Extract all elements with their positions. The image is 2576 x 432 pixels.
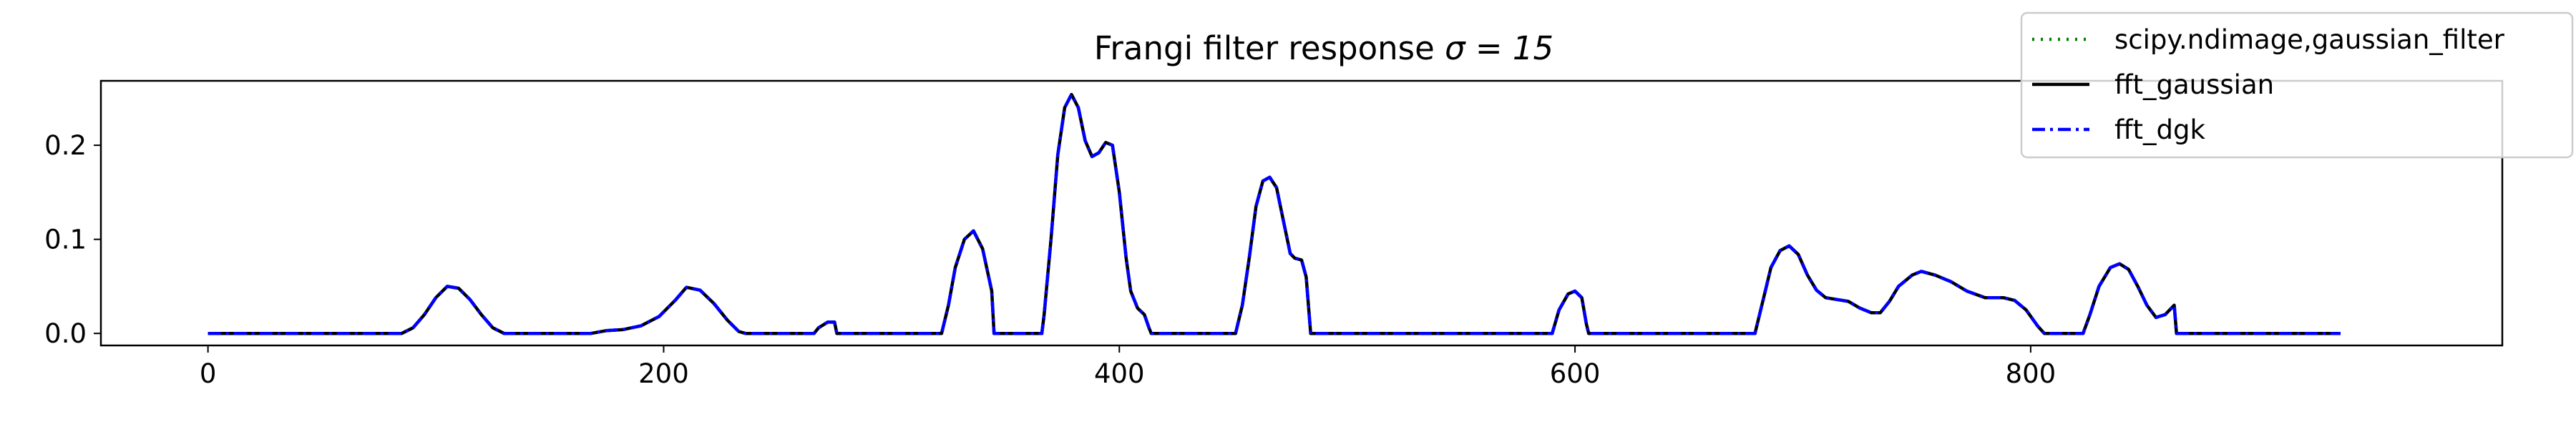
- series-layer: [208, 92, 2341, 335]
- legend-label-2: fft_dgk: [2114, 114, 2205, 145]
- x-axis-ticks: 0 200 400 600 800: [200, 345, 2056, 389]
- x-tick-label: 200: [638, 358, 689, 389]
- plot-area-frame: [99, 79, 2504, 347]
- legend-box: [2020, 11, 2574, 159]
- y-tick-label: 0.0: [44, 318, 87, 349]
- y-tick-label: 0.1: [44, 225, 87, 255]
- legend-items: scipy.ndimage,gaussian_filter fft_gaussia…: [2032, 24, 2505, 145]
- series-line-2: [208, 92, 2341, 335]
- y-axis-ticks: 0.0 0.1 0.2: [44, 130, 101, 349]
- x-tick-label: 400: [1094, 358, 1145, 389]
- x-tick-label: 0: [200, 358, 217, 389]
- legend-label-0: scipy.ndimage,gaussian_filter: [2114, 24, 2505, 55]
- chart-title-math: σ = 15: [1445, 29, 1553, 67]
- legend: scipy.ndimage,gaussian_filter fft_gaussia…: [2020, 11, 2574, 159]
- y-tick-label: 0.2: [44, 130, 87, 161]
- x-tick-label: 800: [2006, 358, 2057, 389]
- chart-title-text: Frangi filter response: [1094, 29, 1445, 67]
- legend-label-1: fft_gaussian: [2114, 69, 2274, 100]
- x-tick-label: 600: [1550, 358, 1601, 389]
- chart-title: Frangi filter response σ = 15: [1094, 29, 1553, 67]
